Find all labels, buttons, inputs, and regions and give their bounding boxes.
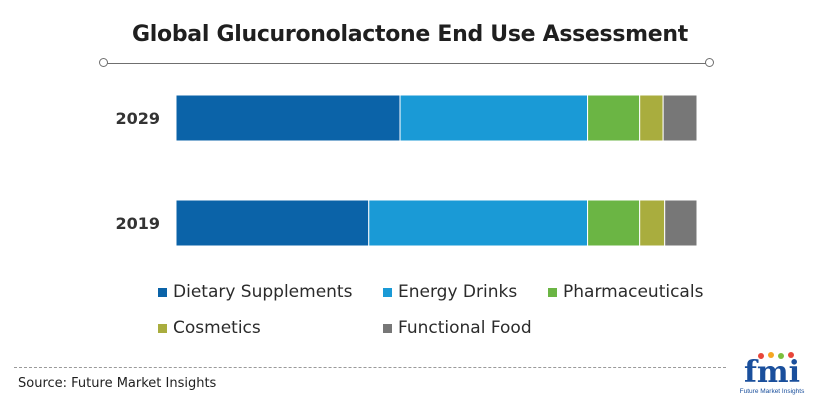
title-divider bbox=[103, 63, 709, 64]
chart-title: Global Glucuronolactone End Use Assessme… bbox=[132, 22, 688, 47]
divider-left-dot bbox=[99, 58, 108, 67]
bar-segment-2029-energy-drinks bbox=[399, 94, 589, 142]
legend-item-functional-food: Functional Food bbox=[383, 318, 532, 338]
logo-dot-green bbox=[778, 353, 784, 359]
legend-item-energy-drinks: Energy Drinks bbox=[383, 282, 517, 302]
source-note: Source: Future Market Insights bbox=[18, 376, 217, 391]
bar-segment-2019-dietary-supplements bbox=[175, 199, 370, 247]
legend-label: Functional Food bbox=[398, 318, 532, 338]
legend-label: Dietary Supplements bbox=[173, 282, 353, 302]
bar-segment-2019-energy-drinks bbox=[368, 199, 589, 247]
logo-subtitle: Future Market Insights bbox=[739, 388, 805, 395]
bar-segment-2019-pharmaceuticals bbox=[587, 199, 641, 247]
legend-swatch bbox=[383, 287, 392, 297]
bar-segment-2019-cosmetics bbox=[639, 199, 666, 247]
bar-segment-2029-cosmetics bbox=[639, 94, 664, 142]
logo-dot-orange bbox=[768, 352, 774, 358]
logo-dot-red bbox=[758, 353, 764, 359]
legend-swatch bbox=[158, 323, 167, 333]
stacked-bar-chart: 2029 2019 bbox=[115, 94, 698, 247]
legend-item-dietary-supplements: Dietary Supplements bbox=[158, 282, 352, 302]
legend-label: Energy Drinks bbox=[398, 282, 518, 302]
footer-divider bbox=[14, 367, 726, 368]
legend-swatch bbox=[548, 287, 557, 297]
legend-label: Cosmetics bbox=[173, 318, 261, 338]
legend-swatch bbox=[383, 323, 392, 333]
legend-label: Pharmaceuticals bbox=[563, 282, 704, 302]
divider-right-dot bbox=[705, 58, 714, 67]
bar-segment-2029-dietary-supplements bbox=[175, 94, 401, 142]
logo-wordmark: fmi bbox=[743, 355, 801, 390]
logo-dot-pink bbox=[788, 352, 794, 358]
legend-swatch bbox=[158, 287, 167, 297]
category-label-2019: 2019 bbox=[115, 214, 160, 233]
legend-item-cosmetics: Cosmetics bbox=[158, 318, 261, 338]
category-label-2029: 2029 bbox=[115, 109, 160, 128]
fmi-logo: fmi Future Market Insights bbox=[736, 352, 808, 398]
bar-segment-2019-functional-food bbox=[664, 199, 698, 247]
bar-segment-2029-functional-food bbox=[662, 94, 698, 142]
bar-segment-2029-pharmaceuticals bbox=[587, 94, 641, 142]
legend-item-pharmaceuticals: Pharmaceuticals bbox=[548, 282, 703, 302]
